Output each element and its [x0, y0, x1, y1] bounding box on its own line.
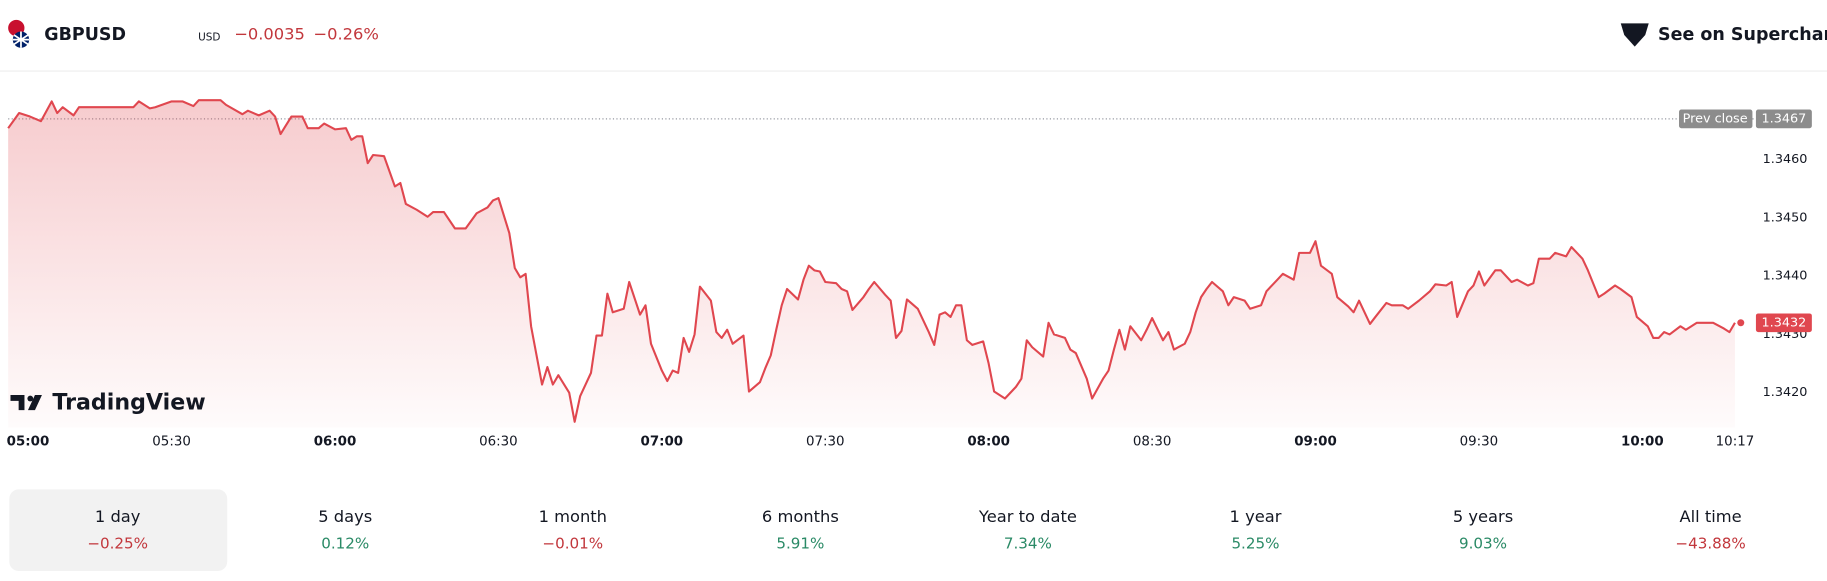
x-tick-label: 09:00: [1294, 435, 1337, 450]
selected-tab-bg: [9, 489, 228, 571]
x-tick-label: 07:30: [806, 435, 845, 450]
period-change[interactable]: 9.03%: [1459, 535, 1507, 553]
x-tick-label: 06:30: [479, 435, 518, 450]
y-tick-label: 1.3440: [1763, 269, 1808, 284]
period-label[interactable]: Year to date: [978, 507, 1077, 526]
period-change[interactable]: 7.34%: [1004, 535, 1052, 553]
x-tick-label: 08:00: [967, 435, 1010, 450]
y-tick-label: 1.3420: [1763, 385, 1808, 400]
x-tick-label: 08:30: [1133, 435, 1172, 450]
area-fill: [8, 100, 1735, 428]
period-label[interactable]: 5 years: [1453, 507, 1513, 526]
period-change[interactable]: 5.91%: [776, 535, 824, 553]
x-tick-label: 10:17: [1716, 435, 1755, 450]
y-tick-label: 1.3460: [1763, 152, 1808, 167]
period-label[interactable]: All time: [1679, 507, 1741, 526]
period-change[interactable]: −43.88%: [1675, 535, 1745, 553]
last-point: [1737, 319, 1745, 327]
x-tick-label: 09:30: [1460, 435, 1499, 450]
y-tick-label: 1.3450: [1763, 210, 1808, 225]
x-tick-label: 05:30: [152, 435, 191, 450]
brand: TradingView: [10, 390, 206, 416]
supercharts-link[interactable]: See on Supercharts: [1620, 23, 1827, 47]
change-percent: −0.26%: [313, 24, 378, 43]
period-change[interactable]: 5.25%: [1231, 535, 1279, 553]
prev-close-badge: [1755, 109, 1812, 129]
link-text[interactable]: See on Supercharts: [1658, 25, 1827, 45]
period-label[interactable]: 1 month: [539, 507, 607, 526]
period-change[interactable]: 0.12%: [321, 535, 369, 553]
last-price-badge: [1755, 313, 1812, 333]
x-tick-label: 06:00: [314, 435, 357, 450]
symbol: GBPUSD: [44, 25, 126, 45]
x-tick-label: 07:00: [641, 435, 684, 450]
flag-icon: [8, 19, 30, 48]
currency: USD: [198, 31, 220, 43]
period-label[interactable]: 1 year: [1230, 507, 1282, 526]
price-line: [7, 99, 1736, 423]
x-tick-label: 05:00: [7, 435, 50, 450]
period-label[interactable]: 6 months: [762, 507, 839, 526]
x-tick-label: 10:00: [1621, 435, 1664, 450]
brand-name: TradingView: [52, 390, 205, 416]
period-change[interactable]: −0.01%: [542, 535, 603, 553]
prev-close-label: Prev close: [1683, 111, 1748, 126]
last-price-label: 1.3432: [1761, 315, 1806, 330]
prev-close-value: 1.3467: [1761, 111, 1806, 126]
period-change[interactable]: −0.25%: [87, 535, 148, 553]
period-label[interactable]: 1 day: [95, 507, 141, 526]
change: −0.0035: [234, 24, 305, 43]
prev-close-tag: [1679, 109, 1753, 129]
header: GBPUSD USD −0.0035 −0.26% See on Superch…: [0, 19, 1827, 72]
period-tabs: 1 day −0.25% 5 days 0.12% 1 month −0.01% 6 mon…: [87, 507, 1745, 553]
period-label[interactable]: 5 days: [318, 507, 372, 526]
